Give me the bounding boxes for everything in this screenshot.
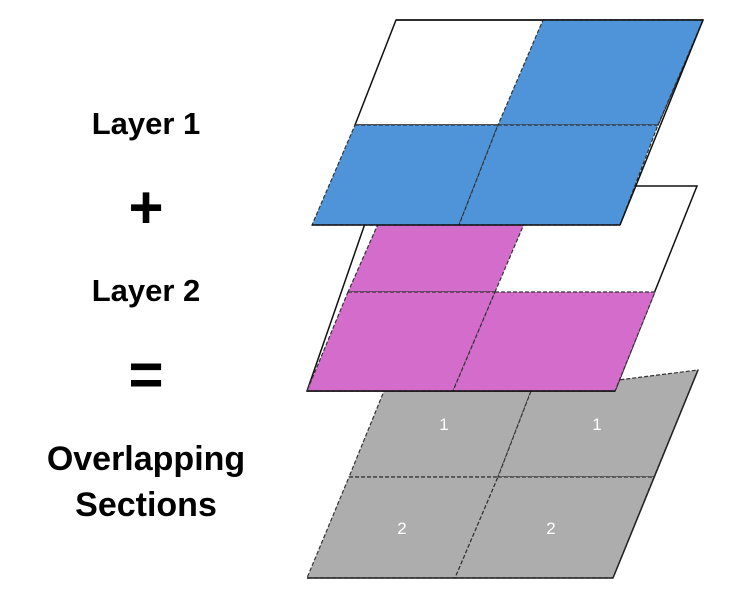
layer1-cell-bottom-left (311, 124, 499, 226)
result-count-bottom-right: 2 (546, 519, 555, 538)
equals-sign: = (128, 341, 164, 408)
overlapping-sections-label: Overlapping Sections (0, 436, 292, 528)
result-label-line1: Overlapping (46, 440, 246, 478)
layer2-cell-top-left (347, 223, 525, 293)
layer1-grid (311, 19, 705, 226)
result-count-top-left: 1 (439, 415, 448, 434)
layer2-label: Layer 2 (91, 273, 201, 308)
result-count-top-right: 1 (592, 415, 601, 434)
layer1-label: Layer 1 (91, 106, 201, 141)
plus-sign: + (128, 174, 164, 241)
layer1-cell-top-right (497, 19, 704, 126)
result-layer: 1 1 2 2 (306, 369, 699, 579)
result-count-bottom-left: 2 (397, 519, 406, 538)
result-label-line2: Sections (75, 486, 217, 524)
layer2-grid (305, 185, 699, 392)
